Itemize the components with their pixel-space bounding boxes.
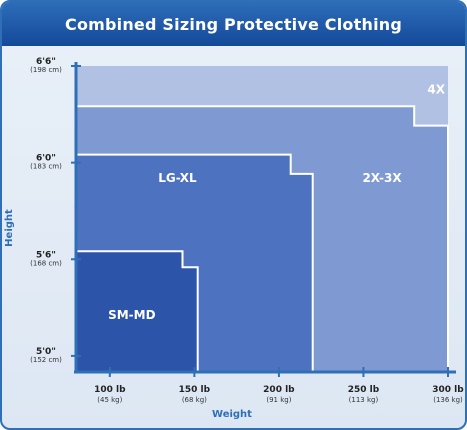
region-label-4x: 4X [427,82,445,96]
x-tick-label: 100 lb [94,385,126,395]
y-tick-sublabel: (183 cm) [30,163,62,171]
x-tick-label: 300 lb [432,385,464,395]
x-tick-label: 150 lb [179,385,211,395]
y-tick-label: 5'0" [36,347,56,357]
chart-title: Combined Sizing Protective Clothing [2,2,465,46]
y-tick-label: 6'6" [36,57,56,67]
region-label-2x-3x: 2X-3X [362,171,402,185]
x-tick-label: 250 lb [348,385,380,395]
size-regions [75,66,449,373]
x-tick-sublabel: (91 kg) [266,396,291,404]
y-tick-label: 6'0" [36,154,56,164]
y-tick-sublabel: (168 cm) [30,259,62,267]
y-tick-sublabel: (198 cm) [30,66,62,74]
y-tick-label: 5'6" [36,250,56,260]
x-tick-sublabel: (113 kg) [349,396,379,404]
x-tick-sublabel: (68 kg) [182,396,207,404]
x-tick-sublabel: (136 kg) [433,396,463,404]
x-tick-label: 200 lb [263,385,295,395]
region-label-lg-xl: LG-XL [158,171,197,185]
x-tick-sublabel: (45 kg) [97,396,122,404]
y-axis-title: Height [4,209,15,247]
x-axis-title: Weight [212,409,252,420]
region-label-sm-md: SM-MD [108,308,156,322]
axes: 5'0"(152 cm) 5'6"(168 cm) 6'0"(183 cm) 6'6"… [30,57,464,404]
region-labels: 4X 2X-3X LG-XL SM-MD [108,82,446,321]
y-tick-sublabel: (152 cm) [30,356,62,364]
